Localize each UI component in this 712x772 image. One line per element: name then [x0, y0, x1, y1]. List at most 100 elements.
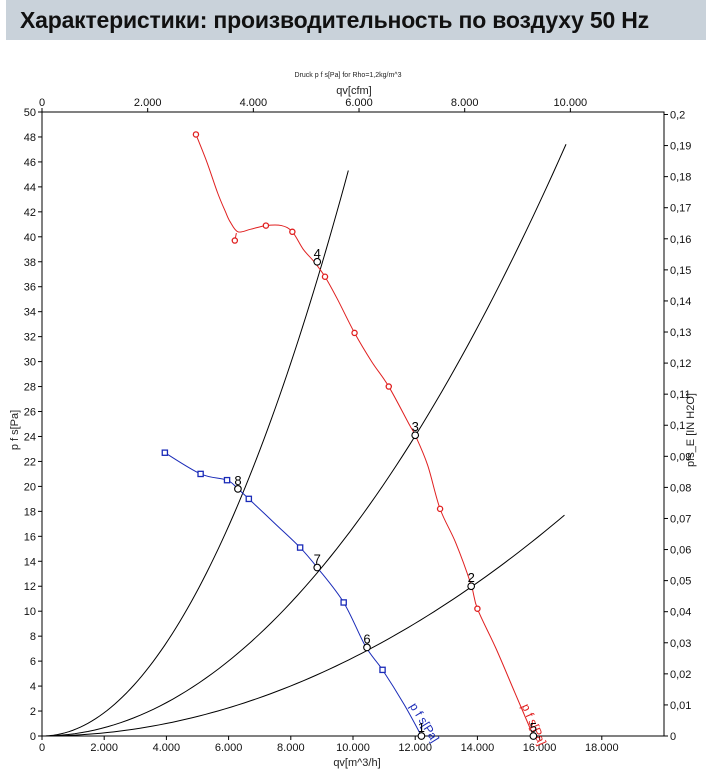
operating-point-7	[313, 563, 322, 572]
plot-frame	[41, 111, 665, 737]
operating-point-6	[363, 643, 371, 652]
x-tick-label: 0	[39, 742, 45, 754]
y-tick-label: 6	[30, 656, 36, 668]
operating-point-5	[529, 732, 538, 740]
y-tick-label: 20	[24, 481, 36, 493]
operating-point-2	[467, 582, 476, 591]
system-curve-3	[41, 514, 565, 737]
y2-tick-label: 0,05	[670, 576, 691, 588]
y2-tick-label: 0,08	[670, 482, 691, 494]
y-tick-label: 18	[24, 506, 36, 518]
y-tick-label: 2	[30, 706, 36, 718]
operating-point-label-7: 7	[314, 552, 321, 567]
y-tick-label: 32	[24, 332, 36, 344]
y2-tick-label: 0,18	[670, 172, 691, 184]
y2-tick-label: 0,06	[670, 545, 691, 557]
y2-tick-label: 0,12	[670, 358, 691, 370]
system-curve-2	[41, 144, 567, 737]
y2-tick-label: 0,13	[670, 327, 691, 339]
page-title: Характеристики: производительность по во…	[20, 7, 649, 33]
operating-point-8	[234, 485, 242, 493]
y2-tick-label: 0,17	[670, 203, 691, 215]
operating-point-label-6: 6	[363, 631, 370, 646]
y2-tick-label: 0	[670, 731, 676, 743]
right-axis-label: pfs_E [IN H2O]	[685, 393, 697, 467]
y-tick-label: 30	[24, 357, 36, 369]
series-blue-point	[296, 544, 304, 551]
x2-tick-label: 2.000	[134, 97, 162, 109]
y-tick-label: 38	[24, 257, 36, 269]
y-tick-label: 0	[30, 731, 36, 743]
y2-tick-label: 0,14	[670, 296, 691, 308]
y2-tick-label: 0,01	[670, 700, 691, 712]
x2-tick-label: 0	[39, 97, 45, 109]
left-axis-label: p f s[Pa]	[9, 410, 21, 450]
chart-title: Druck p f s[Pa] for Rho=1,2kg/m^3	[295, 72, 402, 79]
y-tick-label: 50	[24, 107, 36, 119]
operating-point-label-5: 5	[530, 720, 537, 735]
y2-tick-label: 0,2	[670, 109, 685, 121]
operating-point-label-3: 3	[412, 419, 419, 434]
y2-tick-label: 0,11	[670, 389, 691, 401]
series-blue-point	[223, 476, 231, 484]
y-tick-label: 22	[24, 456, 36, 468]
y2-tick-label: 0,02	[670, 669, 691, 681]
y2-tick-label: 0,1	[670, 420, 685, 432]
y-tick-label: 48	[24, 132, 36, 144]
x-tick-label: 8.000	[277, 742, 305, 754]
series-red-line	[195, 134, 534, 737]
y2-tick-label: 0,09	[670, 451, 691, 463]
x-tick-label: 14.000	[461, 742, 495, 754]
y2-tick-label: 0,04	[670, 607, 691, 619]
y-tick-label: 34	[24, 307, 36, 319]
operating-point-label-1: 1	[418, 720, 425, 735]
y-tick-label: 4	[30, 681, 36, 693]
x-tick-label: 12.000	[398, 742, 432, 754]
x2-tick-label: 6.000	[345, 97, 373, 109]
operating-point-label-2: 2	[468, 570, 475, 585]
y-tick-label: 14	[24, 556, 36, 568]
y-tick-label: 8	[30, 631, 36, 643]
y2-tick-label: 0,16	[670, 234, 691, 246]
y-tick-label: 28	[24, 382, 36, 394]
x2-tick-label: 4.000	[240, 97, 268, 109]
system-curve-1	[41, 170, 349, 737]
series-blue-point	[340, 599, 347, 606]
series-red-point	[321, 273, 329, 280]
y-tick-label: 10	[24, 606, 36, 618]
x2-tick-label: 8.000	[451, 97, 479, 109]
y-tick-label: 24	[24, 431, 36, 443]
series-blue-point	[379, 666, 386, 674]
series-blue-point	[161, 449, 169, 456]
y2-tick-label: 0,07	[670, 513, 691, 525]
y-tick-label: 42	[24, 207, 36, 219]
bottom-axis-label: qv[m^3/h]	[333, 757, 380, 769]
series-blue-line	[164, 452, 422, 737]
series-red-point	[351, 329, 358, 337]
x-tick-label: 18.000	[585, 742, 619, 754]
y-tick-label: 16	[24, 531, 36, 543]
x-tick-label: 10.000	[336, 742, 370, 754]
series-blue-point	[197, 470, 204, 478]
series-red-point	[474, 605, 481, 612]
x2-tick-label: 10.000	[554, 97, 588, 109]
header-bar: Характеристики: производительность по во…	[6, 0, 706, 40]
y-tick-label: 46	[24, 157, 36, 169]
operating-point-1	[417, 732, 426, 740]
series-red-point	[289, 228, 296, 236]
series-red-point	[231, 237, 239, 244]
x-tick-label: 16.000	[523, 742, 557, 754]
series-red-point	[192, 131, 200, 138]
y-tick-label: 40	[24, 232, 36, 244]
series-red-point	[385, 383, 393, 390]
x-tick-label: 2.000	[90, 742, 118, 754]
series-red-point	[436, 505, 444, 513]
x-tick-label: 6.000	[215, 742, 243, 754]
x-tick-label: 4.000	[153, 742, 181, 754]
y-tick-label: 12	[24, 581, 36, 593]
series-red-point	[262, 222, 270, 229]
operating-point-4	[313, 257, 322, 266]
y2-tick-label: 0,03	[670, 638, 691, 650]
y-tick-label: 36	[24, 282, 36, 294]
